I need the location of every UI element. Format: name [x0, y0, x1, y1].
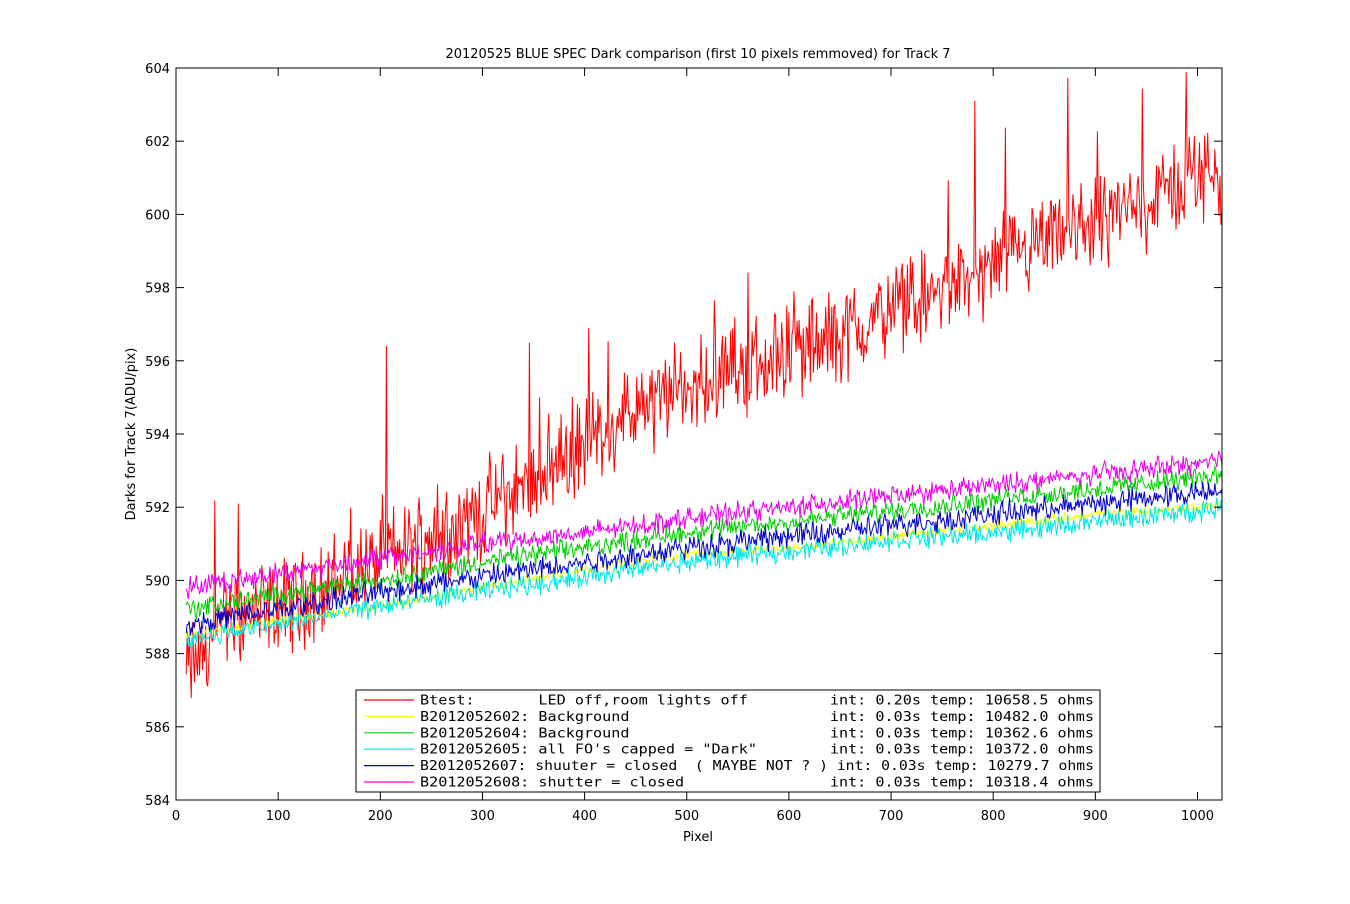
y-tick-label: 600: [145, 208, 170, 223]
y-tick-label: 604: [145, 62, 170, 77]
y-tick-label: 594: [145, 428, 170, 443]
y-tick-label: 596: [145, 355, 170, 370]
series-line-6: [185, 449, 1223, 600]
y-tick-label: 602: [145, 135, 170, 150]
x-tick-label: 300: [470, 809, 495, 824]
x-tick-label: 0: [172, 809, 180, 824]
y-tick-label: 586: [145, 721, 170, 736]
plot-area: [185, 72, 1223, 699]
y-tick-label: 584: [145, 794, 170, 809]
series-line-1: [185, 72, 1223, 699]
legend-box: [355, 689, 1101, 793]
x-tick-label: 200: [368, 809, 393, 824]
x-tick-label: 900: [1083, 809, 1108, 824]
y-axis-label: Darks for Track 7(ADU/pix): [124, 348, 139, 521]
x-axis-label: Pixel: [683, 830, 713, 845]
legend-label: B2012052608: shutter = closed int: 0.03s…: [420, 776, 1094, 791]
series-line-5: [185, 481, 1223, 636]
axis-ticks: 0 100 200 300 400 500 600 700 800 900 1000 584 586 58…: [145, 62, 1222, 824]
legend: Btest: LED off,room lights off int: 0.20…: [355, 689, 1101, 793]
x-tick-label: 700: [879, 809, 904, 824]
legend-label: B2012052604: Background int: 0.03s temp:…: [420, 726, 1094, 741]
series-line-3: [185, 464, 1223, 621]
x-tick-label: 400: [572, 809, 597, 824]
y-tick-label: 592: [145, 501, 170, 516]
chart-title: 20120525 BLUE SPEC Dark comparison (firs…: [445, 47, 950, 62]
x-tick-label: 500: [674, 809, 699, 824]
x-tick-label: 1000: [1181, 809, 1214, 824]
x-tick-label: 600: [776, 809, 801, 824]
x-tick-label: 100: [266, 809, 291, 824]
y-tick-label: 590: [145, 574, 170, 589]
legend-label: B2012052605: all FO's capped = "Dark" in…: [420, 743, 1094, 758]
x-tick-label: 800: [981, 809, 1006, 824]
y-tick-label: 598: [145, 282, 170, 297]
legend-label: B2012052602: Background int: 0.03s temp:…: [420, 710, 1094, 725]
legend-label: B2012052607: shuuter = closed ( MAYBE NO…: [420, 759, 1094, 774]
y-tick-label: 588: [145, 648, 170, 663]
legend-label: Btest: LED off,room lights off int: 0.20…: [420, 694, 1094, 709]
